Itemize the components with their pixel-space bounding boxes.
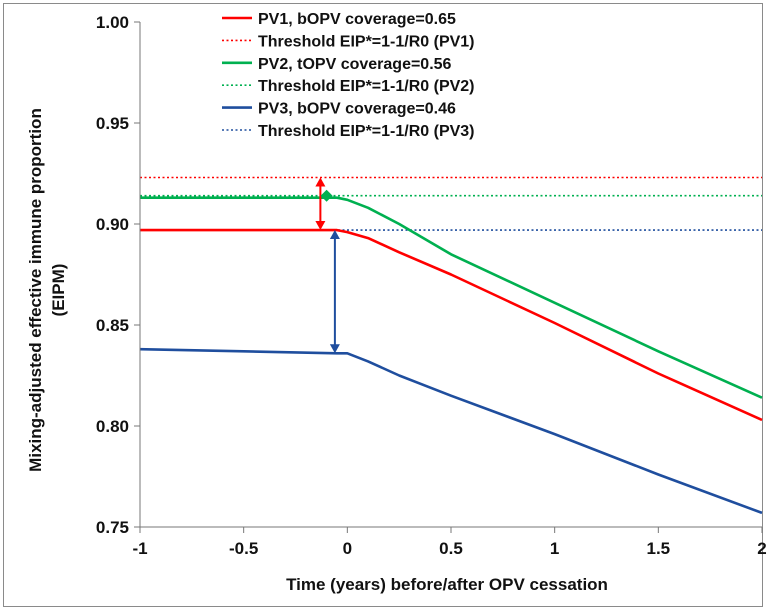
diamond-marker-0 [320, 189, 333, 202]
legend: PV1, bOPV coverage=0.65 Threshold EIP*=1-… [222, 11, 475, 140]
y-tick-label: 0.95 [96, 114, 129, 133]
arrow-head-top-0 [315, 177, 326, 187]
axes [134, 21, 763, 533]
arrow-head-bottom-1 [329, 344, 340, 354]
x-axis-label: Time (years) before/after OPV cessation [286, 575, 608, 594]
x-tick-label: 1 [550, 539, 559, 558]
x-tick-label: 2 [757, 539, 766, 558]
legend-label-2: PV2, tOPV coverage=0.56 [258, 56, 452, 73]
annotations [315, 177, 340, 354]
x-tick-label: 1.5 [647, 539, 671, 558]
series-line-4 [139, 347, 763, 515]
x-tick-label: -0.5 [229, 539, 258, 558]
series-lines [139, 196, 763, 515]
arrow-head-top-1 [329, 230, 340, 240]
series-line-0 [140, 228, 763, 422]
x-tick-label: -1 [132, 539, 147, 558]
x-tick-labels: -1 -0.5 0 0.5 1 1.5 2 [132, 539, 766, 558]
legend-label-4: PV3, bOPV coverage=0.46 [258, 101, 456, 118]
y-tick-labels: 0.75 0.80 0.85 0.90 0.95 1.00 [96, 13, 129, 537]
y-tick-label: 0.90 [96, 215, 129, 234]
legend-label-1: Threshold EIP*=1-1/R0 (PV1) [258, 33, 475, 50]
legend-label-3: Threshold EIP*=1-1/R0 (PV2) [258, 78, 475, 95]
legend-label-0: PV1, bOPV coverage=0.65 [258, 11, 456, 28]
y-axis-label: Mixing-adjusted effective immune proport… [26, 108, 45, 472]
x-tick-label: 0 [343, 539, 352, 558]
series-line-2 [140, 196, 763, 399]
arrow-head-bottom-0 [315, 221, 326, 231]
y-tick-label: 0.80 [96, 417, 129, 436]
x-tick-label: 0.5 [439, 539, 463, 558]
y-tick-label: 0.85 [96, 316, 129, 335]
y-tick-label: 1.00 [96, 13, 129, 32]
legend-label-5: Threshold EIP*=1-1/R0 (PV3) [258, 123, 475, 140]
y-axis-label-line2: (EIPM) [49, 264, 68, 317]
y-axis-label-line1: Mixing-adjusted effective immune proport… [26, 108, 45, 472]
y-tick-label: 0.75 [96, 518, 129, 537]
